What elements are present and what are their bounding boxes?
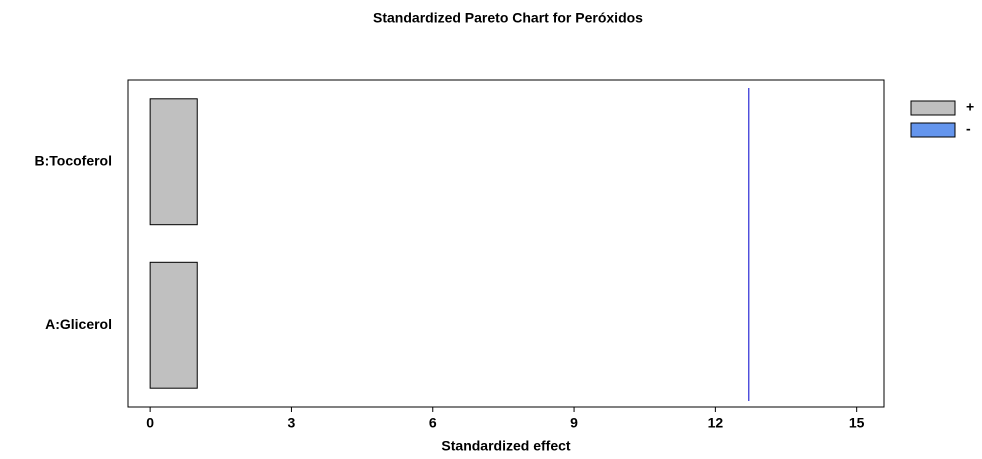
x-tick-label: 6 bbox=[429, 415, 437, 431]
legend-label: + bbox=[966, 99, 974, 115]
x-tick-label: 15 bbox=[849, 415, 865, 431]
y-tick-label: A:Glicerol bbox=[45, 316, 112, 332]
x-tick-label: 9 bbox=[570, 415, 578, 431]
legend-swatch bbox=[910, 100, 956, 116]
y-tick-label: B:Tocoferol bbox=[34, 152, 112, 168]
x-tick-label: 0 bbox=[146, 415, 154, 431]
bar bbox=[149, 261, 198, 389]
x-tick-label: 12 bbox=[708, 415, 724, 431]
bar bbox=[149, 98, 198, 226]
x-tick-label: 3 bbox=[288, 415, 296, 431]
legend-label: - bbox=[966, 121, 971, 137]
legend-swatch bbox=[910, 122, 956, 138]
x-axis-label: Standardized effect bbox=[441, 438, 570, 454]
plot-frame bbox=[127, 79, 885, 408]
chart-title: Standardized Pareto Chart for Peróxidos bbox=[373, 10, 643, 26]
